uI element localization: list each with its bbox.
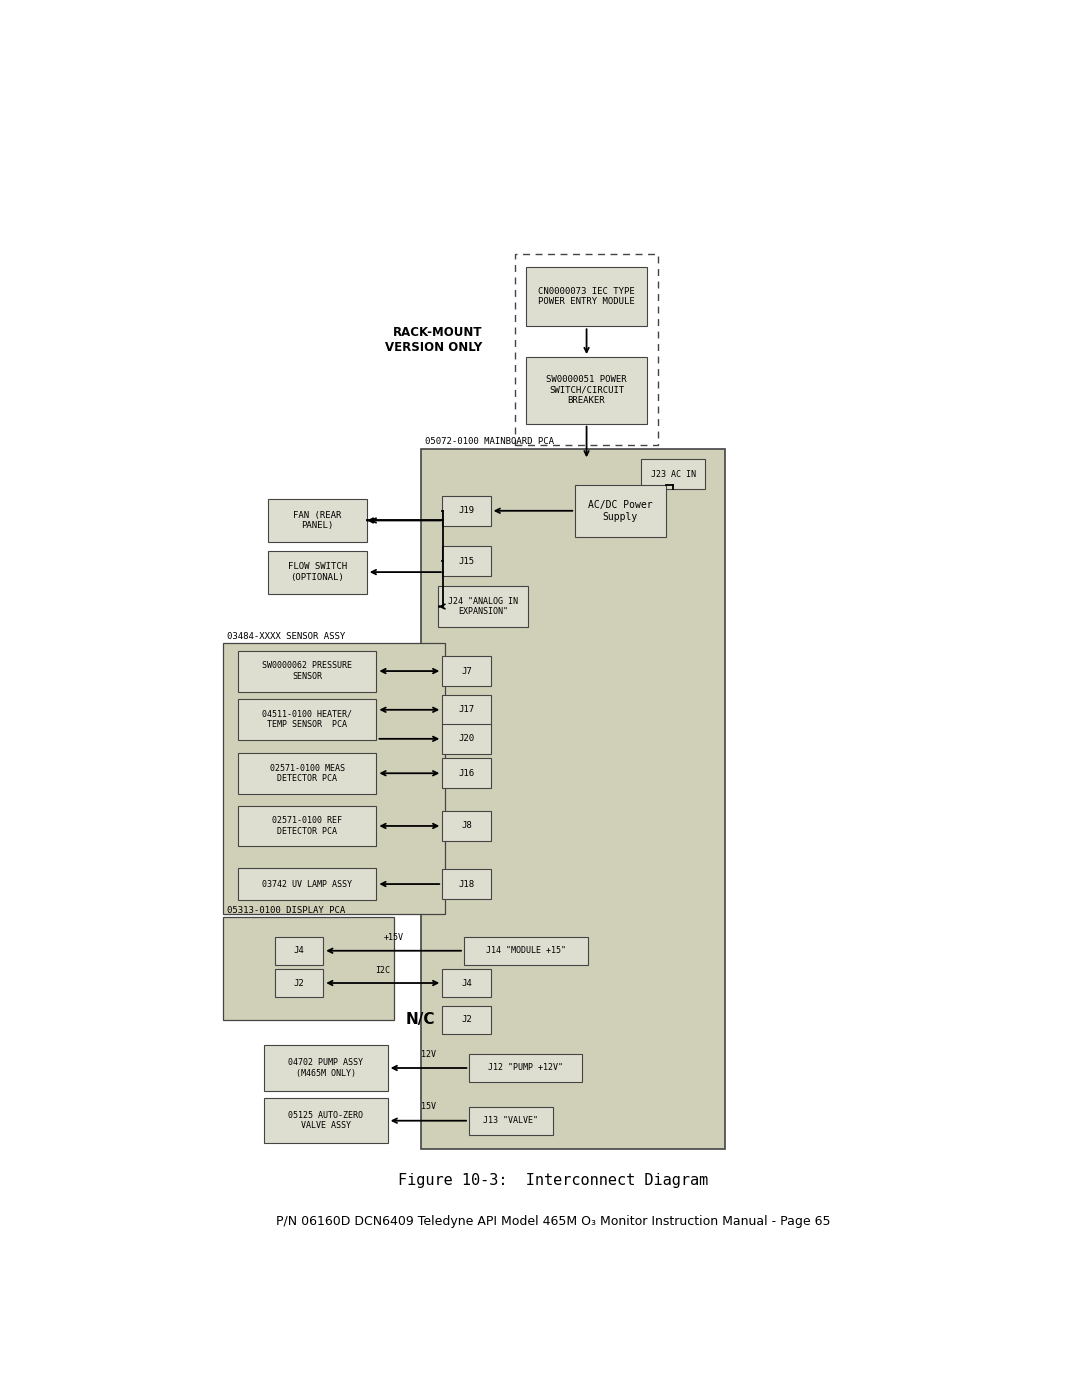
Text: I2C: I2C (375, 965, 390, 975)
Text: J14 "MODULE +15": J14 "MODULE +15" (486, 946, 566, 956)
FancyBboxPatch shape (264, 1045, 388, 1091)
FancyBboxPatch shape (442, 759, 490, 788)
FancyBboxPatch shape (442, 496, 490, 525)
Text: P/N 06160D DCN6409 Teledyne API Model 465M O₃ Monitor Instruction Manual - Page : P/N 06160D DCN6409 Teledyne API Model 46… (276, 1215, 831, 1228)
Text: J24 "ANALOG IN
EXPANSION": J24 "ANALOG IN EXPANSION" (448, 597, 518, 616)
Text: J17: J17 (458, 705, 474, 714)
FancyBboxPatch shape (442, 694, 490, 725)
FancyBboxPatch shape (421, 450, 725, 1148)
Text: J2: J2 (294, 978, 305, 988)
Text: J15: J15 (458, 557, 474, 566)
FancyBboxPatch shape (239, 698, 377, 740)
Text: 05072-0100 MAINBOARD PCA: 05072-0100 MAINBOARD PCA (426, 437, 554, 447)
Text: J4: J4 (294, 946, 305, 956)
Text: FLOW SWITCH
(OPTIONAL): FLOW SWITCH (OPTIONAL) (288, 563, 347, 581)
FancyBboxPatch shape (442, 1006, 490, 1034)
FancyBboxPatch shape (239, 753, 377, 793)
FancyBboxPatch shape (464, 937, 588, 965)
FancyBboxPatch shape (442, 657, 490, 686)
Text: J20: J20 (458, 735, 474, 743)
FancyBboxPatch shape (640, 460, 705, 489)
Text: 03742 UV LAMP ASSY: 03742 UV LAMP ASSY (262, 880, 352, 888)
Text: 02571-0100 REF
DETECTOR PCA: 02571-0100 REF DETECTOR PCA (272, 816, 342, 835)
Text: 04702 PUMP ASSY
(M465M ONLY): 04702 PUMP ASSY (M465M ONLY) (288, 1059, 363, 1077)
Text: J23 AC IN: J23 AC IN (650, 469, 696, 479)
FancyBboxPatch shape (442, 970, 490, 997)
Text: 03484-XXXX SENSOR ASSY: 03484-XXXX SENSOR ASSY (227, 631, 346, 641)
FancyBboxPatch shape (239, 806, 377, 847)
Text: J4: J4 (461, 978, 472, 988)
FancyBboxPatch shape (442, 810, 490, 841)
FancyBboxPatch shape (438, 587, 528, 627)
Text: 05125 AUTO-ZERO
VALVE ASSY: 05125 AUTO-ZERO VALVE ASSY (288, 1111, 363, 1130)
Text: Figure 10-3:  Interconnect Diagram: Figure 10-3: Interconnect Diagram (399, 1173, 708, 1189)
Text: J19: J19 (458, 506, 474, 515)
Text: N/C: N/C (405, 1011, 434, 1027)
Text: RACK-MOUNT
VERSION ONLY: RACK-MOUNT VERSION ONLY (386, 326, 483, 353)
Text: CN0000073 IEC TYPE
POWER ENTRY MODULE: CN0000073 IEC TYPE POWER ENTRY MODULE (538, 286, 635, 306)
FancyBboxPatch shape (274, 937, 323, 965)
Text: 05313-0100 DISPLAY PCA: 05313-0100 DISPLAY PCA (227, 907, 346, 915)
Text: SW0000062 PRESSURE
SENSOR: SW0000062 PRESSURE SENSOR (262, 661, 352, 680)
FancyBboxPatch shape (239, 868, 377, 900)
Text: J2: J2 (461, 1016, 472, 1024)
Text: J18: J18 (458, 880, 474, 888)
FancyBboxPatch shape (239, 651, 377, 692)
Text: J13 "VALVE": J13 "VALVE" (484, 1116, 538, 1125)
FancyBboxPatch shape (469, 1106, 553, 1134)
FancyBboxPatch shape (442, 546, 490, 577)
Text: J16: J16 (458, 768, 474, 778)
FancyBboxPatch shape (222, 918, 394, 1020)
Text: 12V: 12V (421, 1049, 436, 1059)
FancyBboxPatch shape (576, 485, 665, 536)
Text: FAN (REAR
PANEL): FAN (REAR PANEL) (294, 511, 341, 531)
Text: AC/DC Power
Supply: AC/DC Power Supply (589, 500, 652, 521)
FancyBboxPatch shape (264, 1098, 388, 1143)
FancyBboxPatch shape (442, 724, 490, 754)
FancyBboxPatch shape (268, 550, 367, 594)
Text: J8: J8 (461, 821, 472, 830)
Text: J7: J7 (461, 666, 472, 676)
Text: +15V: +15V (383, 933, 404, 943)
Text: SW0000051 POWER
SWITCH/CIRCUIT
BREAKER: SW0000051 POWER SWITCH/CIRCUIT BREAKER (546, 376, 626, 405)
FancyBboxPatch shape (526, 267, 647, 327)
Text: 04511-0100 HEATER/
TEMP SENSOR  PCA: 04511-0100 HEATER/ TEMP SENSOR PCA (262, 710, 352, 729)
FancyBboxPatch shape (442, 869, 490, 900)
Text: J12 "PUMP +12V": J12 "PUMP +12V" (488, 1063, 564, 1073)
FancyBboxPatch shape (526, 358, 647, 423)
FancyBboxPatch shape (470, 1053, 582, 1083)
FancyBboxPatch shape (274, 970, 323, 997)
Text: 02571-0100 MEAS
DETECTOR PCA: 02571-0100 MEAS DETECTOR PCA (270, 764, 345, 782)
Text: 15V: 15V (421, 1102, 436, 1111)
FancyBboxPatch shape (268, 499, 367, 542)
FancyBboxPatch shape (222, 643, 445, 914)
